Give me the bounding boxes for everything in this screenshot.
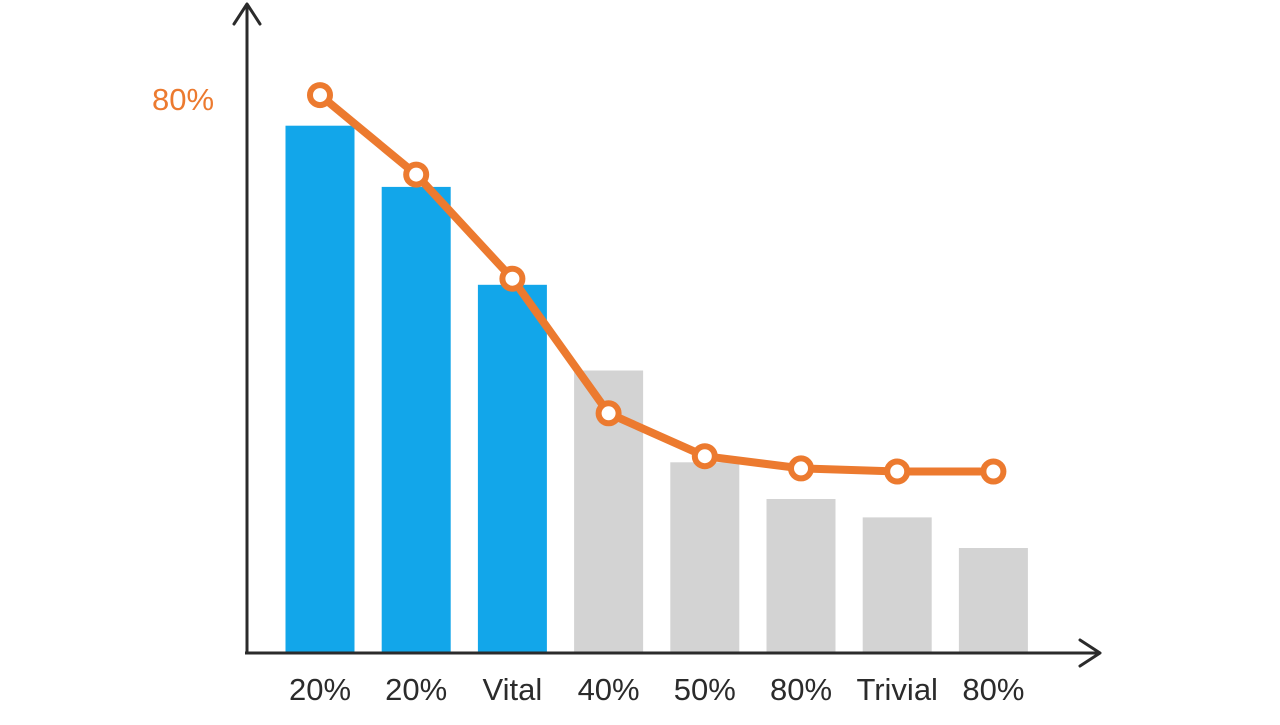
line-point-3 [499, 265, 526, 292]
x-tick-label-3: Vital [483, 672, 543, 707]
bar-8 [958, 548, 1028, 652]
line-point-2 [403, 161, 430, 188]
bars-layer [285, 125, 1028, 652]
x-axis-arrow-icon [1078, 638, 1102, 668]
bar-7 [862, 517, 932, 652]
axes-layer [232, 2, 1102, 668]
x-tick-label-2: 20% [385, 672, 447, 707]
line-point-6 [788, 455, 814, 482]
x-tick-label-1: 20% [289, 672, 351, 707]
bar-6 [766, 499, 836, 652]
bar-3 [477, 284, 547, 652]
line-point-7 [884, 458, 911, 485]
y-axis-arrow-icon [232, 2, 262, 26]
line-point-5 [691, 443, 718, 470]
x-tick-label-7: Trivial [856, 672, 938, 707]
y-annotation-label: 80% [152, 82, 214, 117]
labels-layer: 20% 20% Vital 40% 50% 80% Trivial 80% [289, 672, 1024, 707]
x-tick-label-6: 80% [770, 672, 832, 707]
cumulative-line [316, 91, 998, 476]
bar-2 [381, 186, 451, 652]
line-point-4 [595, 400, 622, 427]
line-layer [307, 82, 1007, 485]
x-tick-label-5: 50% [674, 672, 736, 707]
line-point-1 [307, 82, 333, 109]
line-point-8 [980, 458, 1007, 485]
x-tick-label-8: 80% [962, 672, 1024, 707]
bar-1 [285, 125, 355, 652]
x-tick-label-4: 40% [578, 672, 640, 707]
bar-5 [670, 462, 740, 652]
